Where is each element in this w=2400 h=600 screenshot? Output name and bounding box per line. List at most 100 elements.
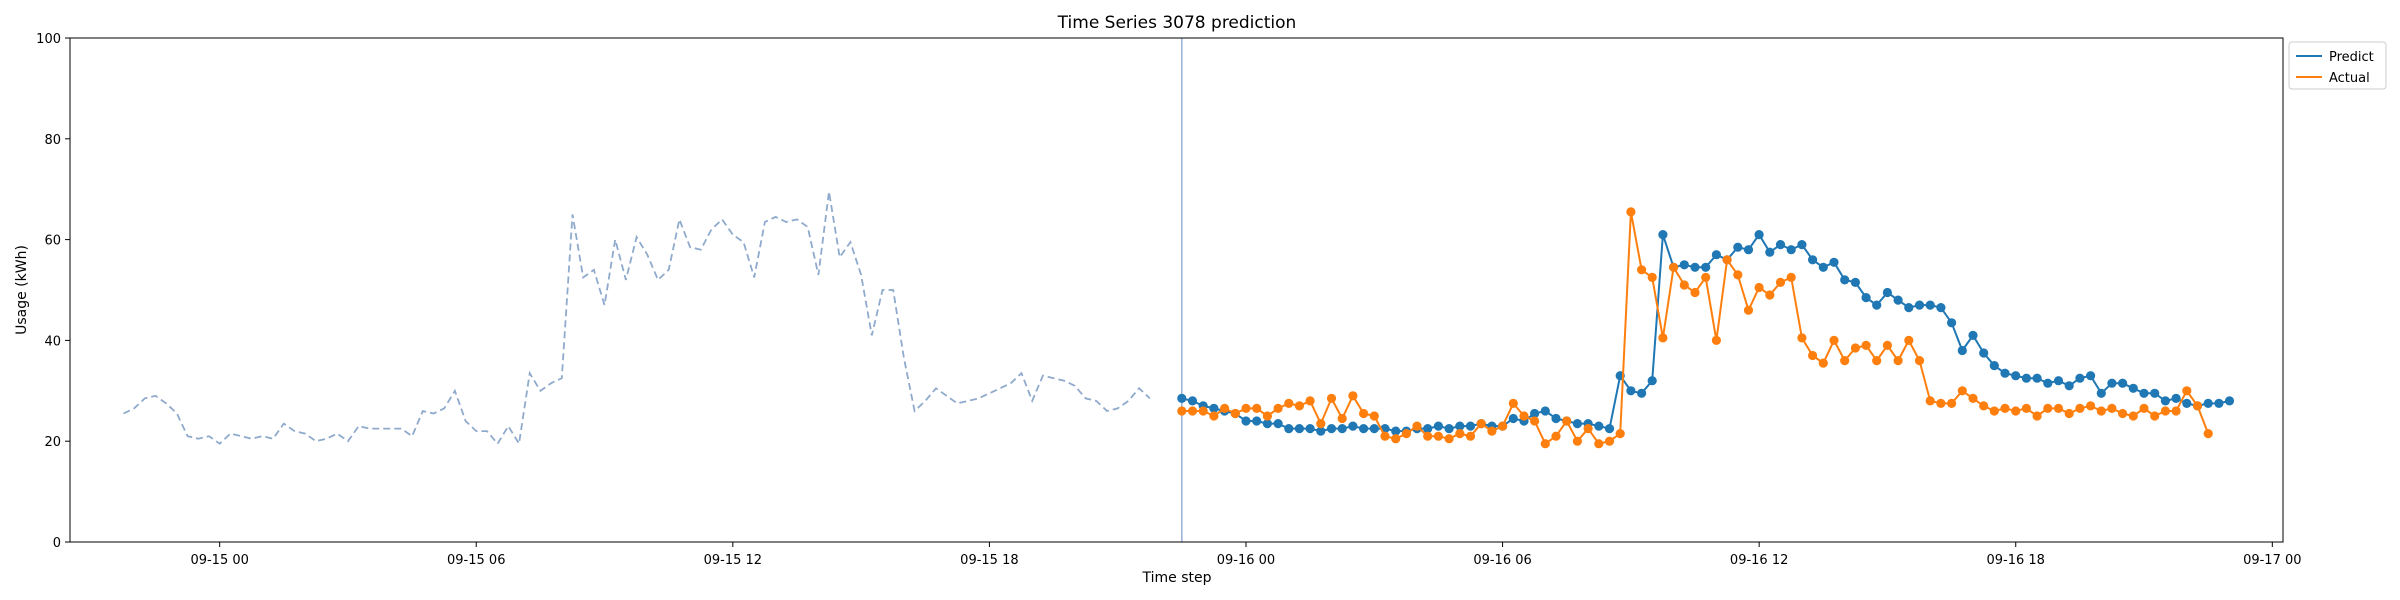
- actual-point: [1968, 393, 1978, 403]
- actual-point: [1540, 439, 1550, 449]
- actual-point: [1947, 398, 1957, 408]
- predict-point: [1647, 376, 1657, 386]
- y-tick-label: 0: [53, 536, 61, 551]
- plot-area: [123, 38, 2235, 542]
- y-axis-label: Usage (kWh): [14, 245, 30, 335]
- actual-point: [2043, 403, 2053, 413]
- predict-point: [2053, 376, 2064, 386]
- actual-point: [1294, 401, 1304, 411]
- actual-point: [1829, 335, 1839, 345]
- actual-point: [2011, 406, 2021, 416]
- y-tick-label: 100: [36, 32, 61, 47]
- x-tick-label: 09-16 00: [1217, 553, 1275, 568]
- actual-point: [1594, 439, 1604, 449]
- predict-point: [1733, 242, 1743, 252]
- x-tick-label: 09-16 06: [1473, 553, 1531, 568]
- actual-point: [1551, 431, 1561, 441]
- y-tick-label: 60: [44, 234, 61, 249]
- predict-point: [2224, 396, 2235, 406]
- predict-point: [1273, 419, 1283, 429]
- actual-point: [2021, 403, 2031, 413]
- y-tick-label: 80: [44, 133, 61, 148]
- predict-point: [2000, 368, 2010, 378]
- actual-point: [1273, 403, 1283, 413]
- predict-point: [1893, 295, 1903, 305]
- actual-point: [1754, 282, 1764, 293]
- actual-point: [1893, 356, 1903, 366]
- actual-point: [1786, 272, 1796, 282]
- y-tick-label: 20: [44, 435, 61, 450]
- actual-point: [1690, 287, 1700, 298]
- actual-point: [1840, 356, 1850, 366]
- actual-point: [1818, 358, 1828, 368]
- predict-point: [1786, 245, 1796, 255]
- legend: Predict Actual: [2288, 41, 2387, 90]
- actual-point: [1326, 393, 1337, 403]
- actual-point: [1401, 429, 1411, 439]
- predict-point: [2171, 393, 2181, 403]
- x-tick-label: 09-17 00: [2243, 553, 2301, 568]
- predict-point: [2075, 373, 2085, 383]
- actual-point: [1914, 356, 1925, 366]
- predict-point: [2118, 378, 2128, 388]
- actual-point: [1572, 436, 1582, 446]
- predict-point: [1187, 396, 1198, 406]
- actual-point: [2171, 406, 2181, 416]
- history-line: [123, 191, 1151, 447]
- actual-point: [1743, 305, 1754, 315]
- actual-point: [1861, 340, 1871, 350]
- predict-point: [1508, 413, 1518, 424]
- predict-point: [1572, 419, 1582, 429]
- actual-point: [1925, 396, 1935, 406]
- actual-point: [1305, 396, 1315, 406]
- predict-point: [2043, 378, 2053, 388]
- actual-point: [1775, 277, 1786, 287]
- predict-point: [1316, 426, 1326, 436]
- actual-point: [2139, 403, 2149, 413]
- actual-point: [2118, 408, 2128, 419]
- predict-point: [2128, 383, 2138, 393]
- x-tick-label: 09-15 00: [190, 553, 248, 568]
- predict-point: [1294, 424, 1304, 434]
- actual-point: [1733, 270, 1743, 280]
- predict-point: [1658, 230, 1668, 240]
- actual-point: [1476, 419, 1486, 429]
- actual-point: [1284, 398, 1294, 408]
- actual-point: [1658, 333, 1668, 343]
- actual-point: [2192, 401, 2203, 411]
- legend-label-actual: Actual: [2329, 71, 2370, 86]
- predict-point: [1252, 416, 1262, 426]
- actual-point: [1797, 333, 1807, 343]
- actual-point: [1487, 426, 1497, 436]
- actual-point: [1850, 343, 1860, 353]
- actual-point: [1391, 434, 1401, 444]
- actual-point: [1498, 421, 1508, 431]
- actual-point: [1369, 411, 1379, 421]
- x-tick-label: 09-15 18: [960, 553, 1018, 568]
- predict-point: [2107, 378, 2117, 388]
- actual-point: [1198, 406, 1208, 416]
- predict-point: [2096, 388, 2106, 398]
- legend-label-predict: Predict: [2329, 50, 2374, 65]
- predict-point: [1369, 424, 1379, 434]
- predict-point: [1284, 424, 1294, 434]
- axes: 0 20 40 60 80 100 09-15 00 09-15 06 09-15 12 09-1…: [36, 32, 2301, 568]
- actual-point: [2053, 403, 2064, 413]
- actual-point: [1423, 431, 1433, 441]
- predict-point: [2021, 373, 2031, 383]
- actual-point: [1433, 431, 1443, 441]
- actual-point: [1455, 429, 1465, 439]
- predict-point: [1690, 262, 1700, 272]
- predict-point: [1957, 345, 1967, 356]
- predict-point: [1968, 330, 1978, 340]
- y-tick-label: 40: [44, 334, 61, 349]
- predict-point: [1829, 257, 1839, 267]
- predict-point: [1947, 318, 1957, 328]
- actual-point: [2160, 406, 2170, 416]
- actual-point: [1979, 401, 1989, 411]
- predict-point: [1840, 275, 1850, 285]
- actual-point: [1241, 403, 1251, 413]
- actual-point: [2000, 403, 2010, 413]
- actual-point: [1904, 335, 1914, 345]
- predict-point: [1711, 250, 1721, 260]
